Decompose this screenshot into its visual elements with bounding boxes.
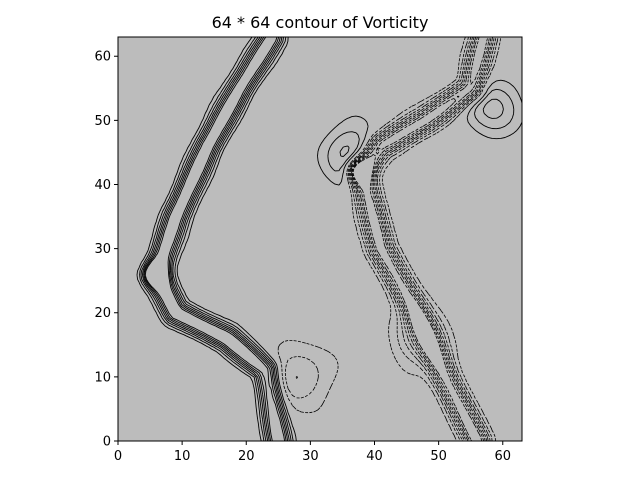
contour-level-11: [141, 37, 290, 441]
contour-level-1: [352, 37, 490, 441]
contour-level-5: [295, 37, 497, 441]
x-tick-label-60: 60: [494, 449, 511, 464]
contour-level-12: [143, 37, 289, 441]
x-axis: 0 10 20 30 40 50 60: [114, 441, 511, 464]
chart-title: 64 * 64 contour of Vorticity: [212, 13, 429, 32]
y-tick-label-20: 20: [94, 306, 111, 321]
contour-level-14: [144, 37, 286, 441]
contour-level-9: [139, 37, 515, 441]
y-axis: 0 10 20 30 40 50 60: [94, 50, 118, 450]
contour-lines: [136, 37, 522, 441]
contour-level-8: [136, 37, 522, 441]
x-tick-label-20: 20: [238, 449, 255, 464]
x-tick-label-30: 30: [302, 449, 319, 464]
x-tick-label-40: 40: [366, 449, 383, 464]
contour-level-4: [349, 37, 495, 441]
y-tick-label-40: 40: [94, 178, 111, 193]
y-tick-label-0: 0: [103, 435, 111, 450]
contour-level-3: [350, 37, 493, 441]
contour-level-6: [284, 37, 499, 441]
x-tick-label-50: 50: [430, 449, 447, 464]
plot-frame: [117, 36, 523, 442]
contour-level-0: [352, 37, 489, 441]
y-tick-label-10: 10: [94, 370, 111, 385]
contour-level-2: [351, 37, 492, 441]
y-tick-label-50: 50: [94, 114, 111, 129]
plot-background: [118, 37, 522, 441]
x-tick-label-0: 0: [114, 449, 122, 464]
x-tick-label-10: 10: [174, 449, 191, 464]
contour-level-10: [140, 37, 504, 441]
y-tick-label-30: 30: [94, 242, 111, 257]
y-tick-label-60: 60: [94, 50, 111, 65]
contour-level-7: [277, 37, 501, 441]
contour-level-13: [144, 37, 287, 441]
